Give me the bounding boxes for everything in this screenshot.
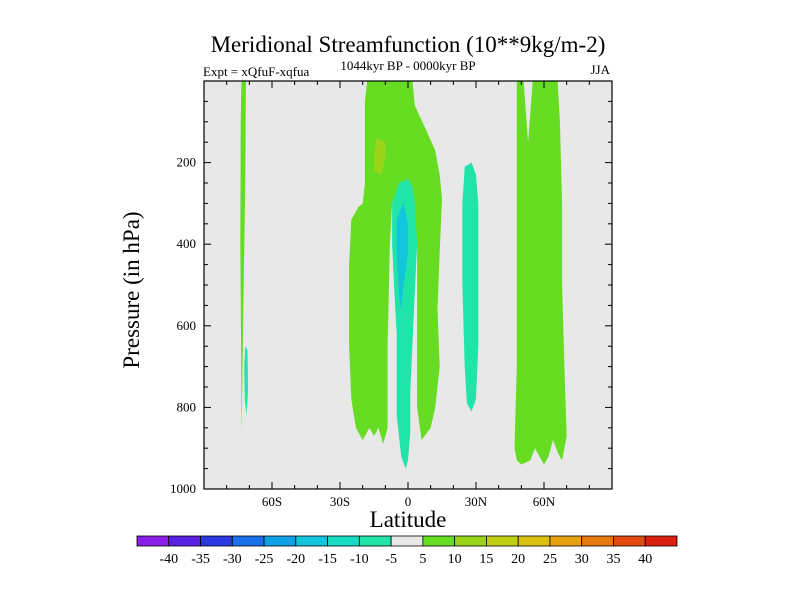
contour-region-tropical-negative-core [396,203,408,310]
y-tick-label: 1000 [170,481,196,496]
colorbar-label: -10 [350,552,369,567]
y-tick-label: 600 [177,318,197,333]
x-axis-label: Latitude [370,507,447,532]
colorbar-swatch [613,535,646,547]
colorbar-swatch [486,535,519,547]
colorbar-label: 5 [419,552,426,567]
contour-region-tropical-positive-outer [349,81,442,445]
colorbar-label: 35 [606,552,620,567]
colorbar-swatch [327,535,360,547]
colorbar-label: 10 [448,552,462,567]
colorbar-swatch [358,535,392,547]
colorbar-swatch [295,535,328,547]
y-tick-label: 800 [177,399,197,414]
colorbar-swatch [517,535,551,547]
colorbar-label: 30 [575,552,589,567]
colorbar-label: -40 [159,552,178,567]
chart-subtitle: 1044kyr BP - 0000kyr BP [340,58,475,73]
colorbar-swatch [136,535,170,547]
colorbar-label: -25 [255,552,274,567]
colorbar-label: 40 [638,552,652,567]
colorbar-label: 20 [511,552,525,567]
x-tick-label: 60N [533,494,556,509]
y-tick-label: 200 [177,155,197,170]
axes: 60S 30S 0 30N 60N 200 400 600 800 1000 [170,80,613,509]
colorbar: -40 -35 -30 -25 -20 -15 -10 -5 5 10 15 20 25 30 35 40 [136,535,678,567]
contour-region-tropical-positive-core [374,138,386,175]
colorbar-swatch [422,535,456,547]
colorbar-label: 15 [479,552,493,567]
colorbar-label: -30 [223,552,242,567]
y-tick-label: 400 [177,236,197,251]
colorbar-swatch [581,535,614,547]
contour-region-nh-midlat-positive [514,81,567,465]
y-axis-label: Pressure (in hPa) [119,211,144,368]
chart-title: Meridional Streamfunction (10**9kg/m-2) [211,32,606,57]
colorbar-swatch [390,535,424,547]
x-tick-label: 30N [465,494,488,509]
x-tick-label: 0 [405,494,412,509]
colorbar-label: -20 [286,552,305,567]
colorbar-label: -5 [385,552,397,567]
colorbar-swatch [263,535,297,547]
x-tick-label: 30S [330,494,350,509]
colorbar-label: -15 [318,552,337,567]
contour-region-sh-polar-positive [240,81,246,432]
x-tick-label: 60S [262,494,282,509]
colorbar-swatch [454,535,487,547]
contour-region-sh-polar-negative [244,346,248,416]
colorbar-swatch [168,535,201,547]
colorbar-swatch [549,535,583,547]
experiment-label: Expt = xQfuF-xqfua [203,64,309,79]
colorbar-label: -35 [191,552,210,567]
plot-area [204,81,612,489]
season-label: JJA [590,62,610,77]
contour-region-nh-subtropical-negative [462,162,479,412]
colorbar-label: 25 [543,552,557,567]
colorbar-swatch [200,535,233,547]
colorbar-swatch [231,535,265,547]
colorbar-swatch [644,535,678,547]
